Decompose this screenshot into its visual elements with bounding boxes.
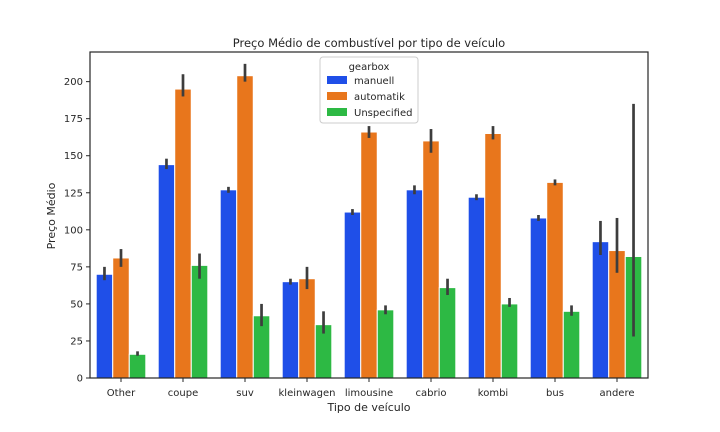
y-tick-label: 175 [64, 114, 83, 125]
x-axis-label: Tipo de veículo [326, 401, 410, 414]
x-tick-label: kleinwagen [279, 388, 336, 399]
bar-automatik-coupe [174, 88, 192, 379]
y-tick-label: 100 [64, 225, 83, 236]
bar-automatik-cabrio [422, 140, 440, 379]
legend-swatch-automatik [327, 92, 347, 100]
y-tick-label: 50 [70, 299, 83, 310]
y-tick-label: 75 [70, 262, 83, 273]
bar-automatik-bus [546, 181, 564, 379]
y-tick-label: 200 [64, 77, 83, 88]
bar-automatik-kombi [484, 133, 502, 379]
error-bars-layer [103, 63, 635, 356]
y-tick-label: 125 [64, 188, 83, 199]
chart-title: Preço Médio de combustível por tipo de v… [233, 36, 505, 50]
legend-box [319, 56, 419, 124]
bar-manuell-kombi [467, 196, 486, 379]
bar-manuell-cabrio [405, 189, 424, 379]
x-tick-label: coupe [168, 388, 198, 399]
x-tick-label: kombi [478, 388, 508, 399]
legend-label-unspecified: Unspecified [354, 108, 412, 119]
legend-label-manuell: manuell [354, 76, 394, 87]
y-tick-label: 0 [77, 374, 83, 385]
bar-manuell-kleinwagen [281, 281, 300, 379]
bar-manuell-limousine [343, 211, 362, 379]
bar-unspecified-cabrio [438, 287, 457, 379]
bar-manuell-other [95, 273, 114, 379]
y-tick-label: 25 [70, 336, 83, 347]
x-tick-label: andere [599, 388, 634, 399]
bar-unspecified-other [128, 353, 147, 379]
x-tick-label: limousine [345, 388, 393, 399]
legend: gearbox manuell automatik Unspecified [319, 56, 419, 124]
bar-unspecified-limousine [376, 309, 395, 379]
axes-layer: 0 25 50 75 100 125 150 175 200 Other coupe suv klein… [64, 51, 649, 399]
bars-layer [95, 75, 643, 379]
bar-unspecified-kombi [500, 303, 519, 379]
bar-manuell-coupe [157, 164, 176, 379]
bar-unspecified-bus [562, 310, 581, 379]
bar-manuell-andere [591, 241, 610, 379]
x-tick-label: bus [546, 388, 564, 399]
x-tick-label: suv [236, 388, 254, 399]
legend-swatch-manuell [327, 76, 347, 84]
bar-manuell-bus [529, 217, 548, 379]
bar-automatik-limousine [360, 131, 378, 379]
legend-swatch-unspecified [327, 108, 347, 116]
legend-title: gearbox [349, 62, 390, 73]
x-tick-label: cabrio [416, 388, 447, 399]
legend-label-automatik: automatik [354, 92, 405, 103]
bar-unspecified-coupe [190, 264, 209, 379]
bar-automatik-suv [236, 75, 254, 379]
bar-manuell-suv [219, 189, 238, 379]
bar-automatik-other [112, 257, 130, 379]
y-axis-label: Preço Médio [45, 182, 58, 249]
y-tick-label: 150 [64, 151, 83, 162]
bar-automatik-kleinwagen [298, 278, 316, 379]
x-tick-label: Other [107, 388, 136, 399]
